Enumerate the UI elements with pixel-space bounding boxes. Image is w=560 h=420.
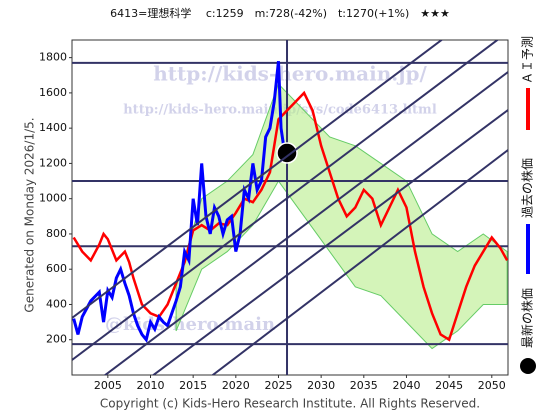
trend-line <box>151 109 508 375</box>
y-tick-label: 1000 <box>39 192 67 205</box>
plot: http://kids-hero.main.jp/http://kids-her… <box>72 40 508 375</box>
trend-line <box>72 40 444 319</box>
legend-label: 過去の株価 <box>520 158 535 218</box>
trend-lines <box>72 40 508 375</box>
trend-line <box>103 71 508 375</box>
series-line <box>72 90 508 342</box>
x-tick-label: 2010 <box>136 379 164 392</box>
x-tick-label: 2045 <box>435 379 463 392</box>
watermark: http://kids-hero.main.jp/ <box>153 62 427 86</box>
copyright: Copyright (c) Kids-Hero Research Institu… <box>100 397 480 411</box>
series-line <box>72 61 289 344</box>
legend-label: ＡＩ予測 <box>521 36 535 84</box>
legend-label: 最新の株価 <box>520 288 535 348</box>
y-tick-label: 1200 <box>39 156 67 169</box>
y-tick-label: 1600 <box>39 86 67 99</box>
legend-swatch <box>520 358 536 374</box>
x-tick-label: 2040 <box>392 379 420 392</box>
y-tick-label: 200 <box>46 333 67 346</box>
title: 6413=理想科学 c:1259 m:728(-42%) t:1270(+1%)… <box>110 6 450 20</box>
y-tick-label: 800 <box>46 227 67 240</box>
latest-point <box>276 142 298 164</box>
y-tick-label: 1800 <box>39 51 67 64</box>
trend-line <box>72 40 500 361</box>
y-tick-label: 600 <box>46 262 67 275</box>
trend-line <box>211 149 508 375</box>
side-note: Generated on Monday 2026/1/5. <box>23 117 37 312</box>
x-tick-label: 2050 <box>478 379 506 392</box>
x-tick-label: 2020 <box>222 379 250 392</box>
y-tick-label: 1400 <box>39 121 67 134</box>
x-tick-label: 2025 <box>264 379 292 392</box>
x-tick-label: 2030 <box>307 379 335 392</box>
x-tick-label: 2035 <box>350 379 378 392</box>
y-tick-label: 400 <box>46 297 67 310</box>
x-tick-label: 2015 <box>179 379 207 392</box>
x-tick-label: 2005 <box>94 379 122 392</box>
